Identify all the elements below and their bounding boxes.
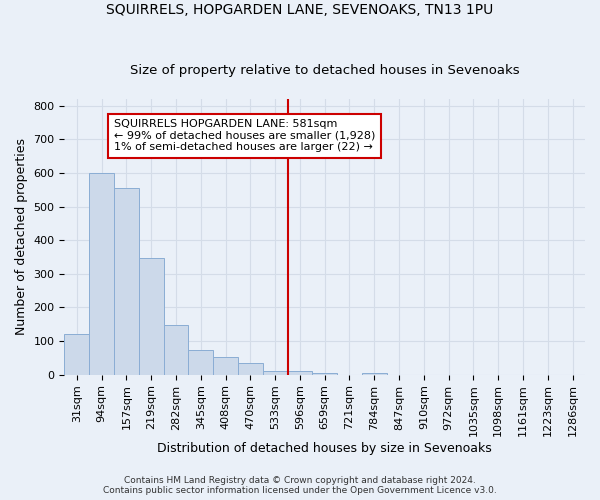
Bar [139, 258, 164, 374]
Bar [64, 334, 89, 374]
Bar [313, 373, 337, 374]
X-axis label: Distribution of detached houses by size in Sevenoaks: Distribution of detached houses by size … [157, 442, 492, 455]
Bar [89, 173, 114, 374]
Bar [263, 372, 287, 374]
Bar [114, 188, 139, 374]
Title: Size of property relative to detached houses in Sevenoaks: Size of property relative to detached ho… [130, 64, 520, 77]
Text: SQUIRRELS, HOPGARDEN LANE, SEVENOAKS, TN13 1PU: SQUIRRELS, HOPGARDEN LANE, SEVENOAKS, TN… [106, 2, 494, 16]
Bar [188, 350, 213, 374]
Y-axis label: Number of detached properties: Number of detached properties [15, 138, 28, 336]
Text: SQUIRRELS HOPGARDEN LANE: 581sqm
← 99% of detached houses are smaller (1,928)
1%: SQUIRRELS HOPGARDEN LANE: 581sqm ← 99% o… [114, 119, 376, 152]
Text: Contains HM Land Registry data © Crown copyright and database right 2024.
Contai: Contains HM Land Registry data © Crown c… [103, 476, 497, 495]
Bar [164, 325, 188, 374]
Bar [213, 357, 238, 374]
Bar [362, 373, 386, 374]
Bar [238, 363, 263, 374]
Bar [287, 372, 313, 374]
